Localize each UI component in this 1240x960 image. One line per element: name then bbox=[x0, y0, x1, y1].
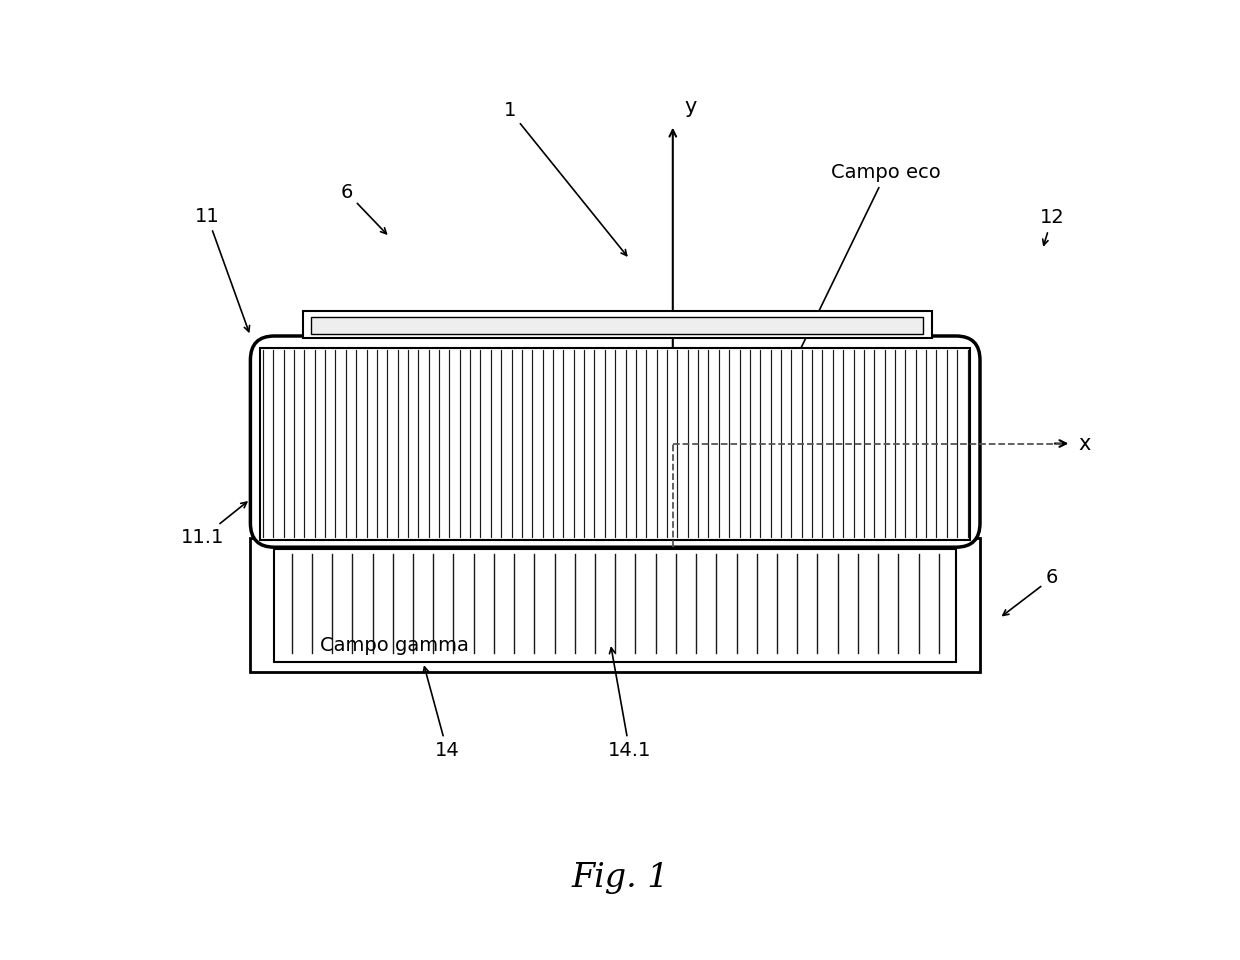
Bar bbox=[250, 538, 980, 672]
Text: 14: 14 bbox=[423, 667, 460, 760]
Text: 6: 6 bbox=[1003, 568, 1058, 615]
Text: y: y bbox=[684, 97, 697, 117]
Text: 1: 1 bbox=[503, 101, 626, 255]
FancyBboxPatch shape bbox=[250, 336, 980, 547]
Text: 11.1: 11.1 bbox=[181, 502, 247, 547]
Bar bbox=[260, 348, 971, 540]
Text: 11: 11 bbox=[195, 206, 249, 331]
Bar bbox=[311, 317, 924, 334]
Text: 14.1: 14.1 bbox=[608, 648, 651, 760]
Text: 6: 6 bbox=[340, 182, 387, 234]
Text: Fig. 1: Fig. 1 bbox=[572, 862, 668, 895]
Bar bbox=[304, 311, 932, 338]
Text: x: x bbox=[1079, 434, 1091, 453]
Text: Campo eco: Campo eco bbox=[795, 163, 941, 361]
Text: 12: 12 bbox=[1039, 208, 1064, 245]
Text: Campo gamma: Campo gamma bbox=[320, 636, 470, 655]
Bar bbox=[274, 549, 956, 662]
